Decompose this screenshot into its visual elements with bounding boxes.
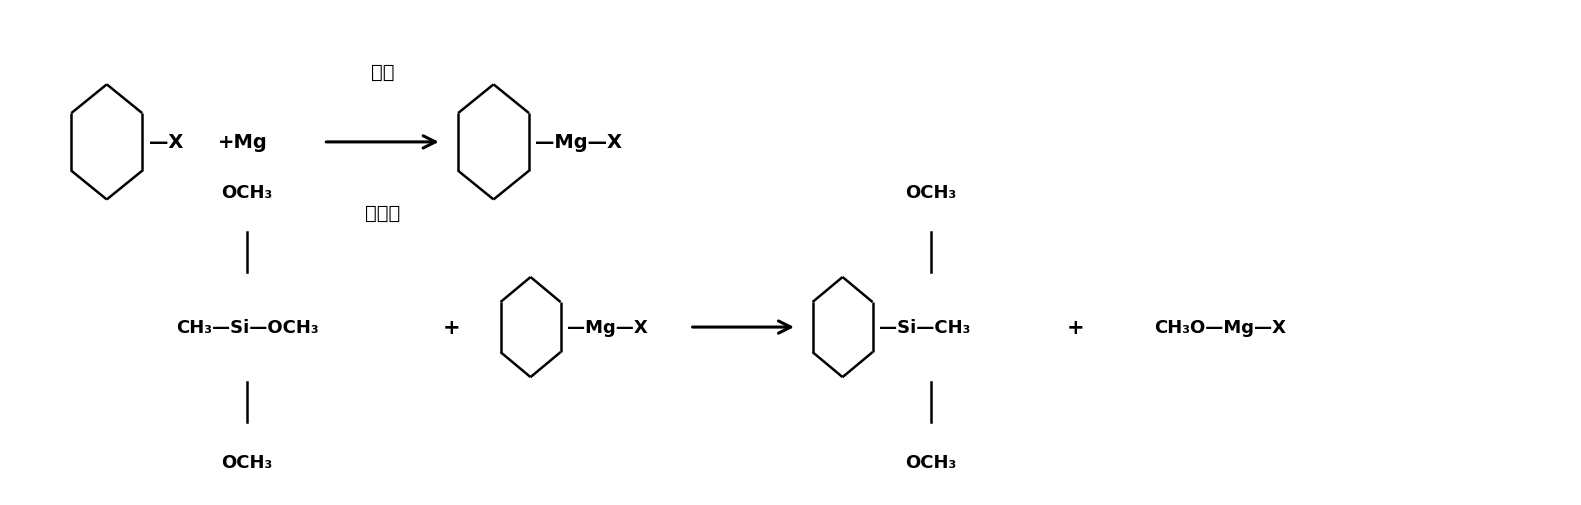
Text: +: +: [443, 318, 460, 337]
Text: 催化剂: 催化剂: [365, 203, 400, 222]
Text: CH₃—Si—OCH₃: CH₃—Si—OCH₃: [175, 319, 318, 336]
Text: —X: —X: [149, 133, 183, 152]
Text: CH₃O—Mg—X: CH₃O—Mg—X: [1154, 319, 1287, 336]
Text: +: +: [1067, 318, 1085, 337]
Text: OCH₃: OCH₃: [221, 184, 272, 201]
Text: OCH₃: OCH₃: [906, 184, 957, 201]
Text: OCH₃: OCH₃: [221, 453, 272, 471]
Text: —Mg—X: —Mg—X: [536, 133, 623, 152]
Text: OCH₃: OCH₃: [906, 453, 957, 471]
Text: —Mg—X: —Mg—X: [568, 319, 648, 336]
Text: +Mg: +Mg: [218, 133, 267, 152]
Text: —Si—CH₃: —Si—CH₃: [879, 319, 971, 336]
Text: 溶剂: 溶剂: [370, 63, 394, 82]
